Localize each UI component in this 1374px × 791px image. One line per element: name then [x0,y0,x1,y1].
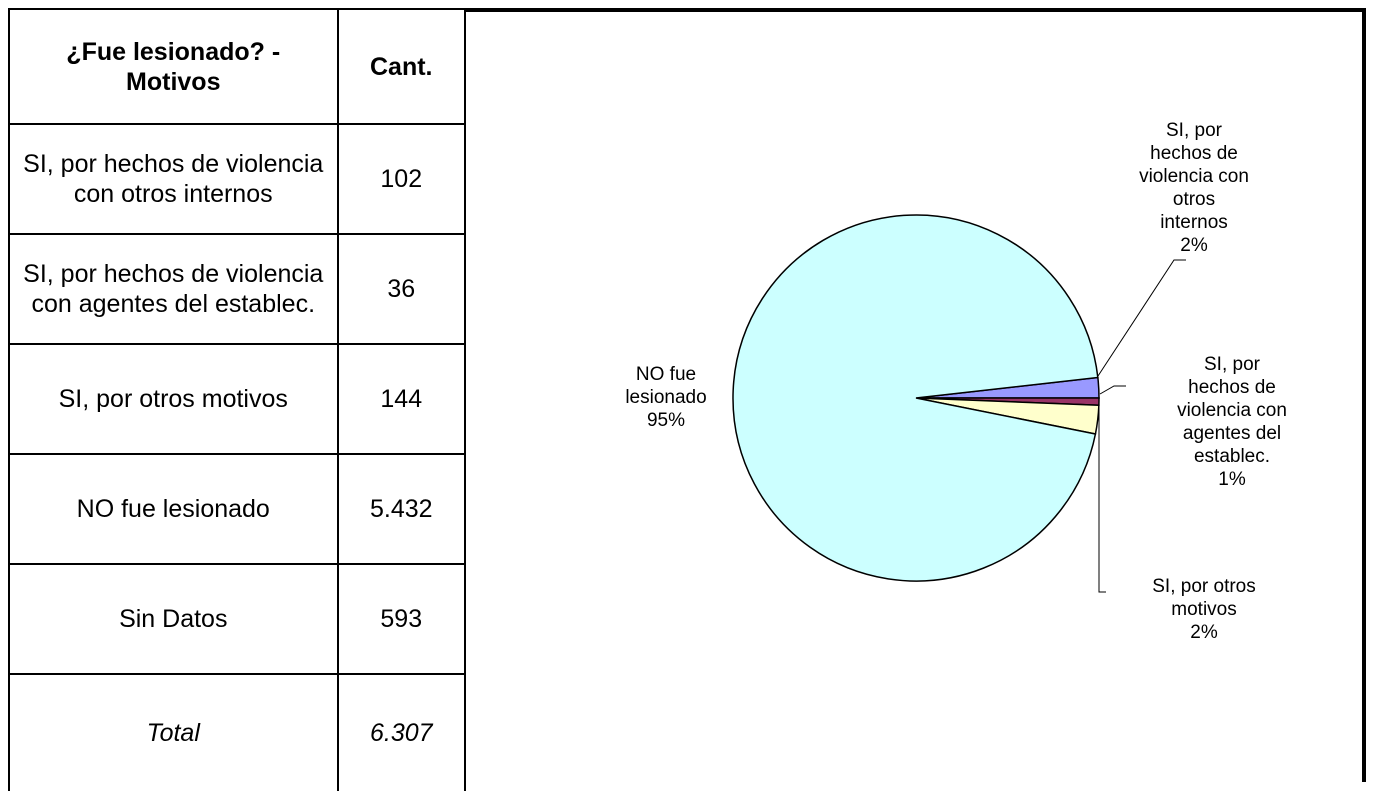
row-count: 144 [336,343,467,455]
pie-chart-frame: SI, por hechos de violencia con otros intern… [464,8,1366,782]
pie-chart: SI, por hechos de violencia con otros intern… [625,120,1287,643]
leader-line [1098,407,1106,593]
slice-label: SI, por hechos de violencia con otros intern… [1139,120,1249,256]
row-count: 5.432 [336,453,467,565]
leader-line [1099,385,1126,395]
header-label: ¿Fue lesionado? - Motivos [8,8,339,125]
row-label: SI, por otros motivos [8,343,339,455]
row-count: 36 [336,233,467,345]
pie-slice [732,214,1099,582]
row-label: Sin Datos [8,563,339,675]
total-label: Total [8,673,339,791]
slice-label: SI, por hechos de violencia con agentes del… [1177,354,1287,490]
row-label: SI, por hechos de violencia con agentes … [8,233,339,345]
row-count: 102 [336,123,467,235]
row-count: 593 [336,563,467,675]
leader-line [1097,259,1186,377]
row-label: NO fue lesionado [8,453,339,565]
slice-label: NO fue lesionado 95% [625,364,706,431]
total-count: 6.307 [336,673,467,791]
data-table: ¿Fue lesionado? - Motivos Cant. SI, por … [8,8,467,791]
header-count: Cant. [336,8,467,125]
slice-label: SI, por otros motivos 2% [1152,576,1256,643]
row-label: SI, por hechos de violencia con otros in… [8,123,339,235]
